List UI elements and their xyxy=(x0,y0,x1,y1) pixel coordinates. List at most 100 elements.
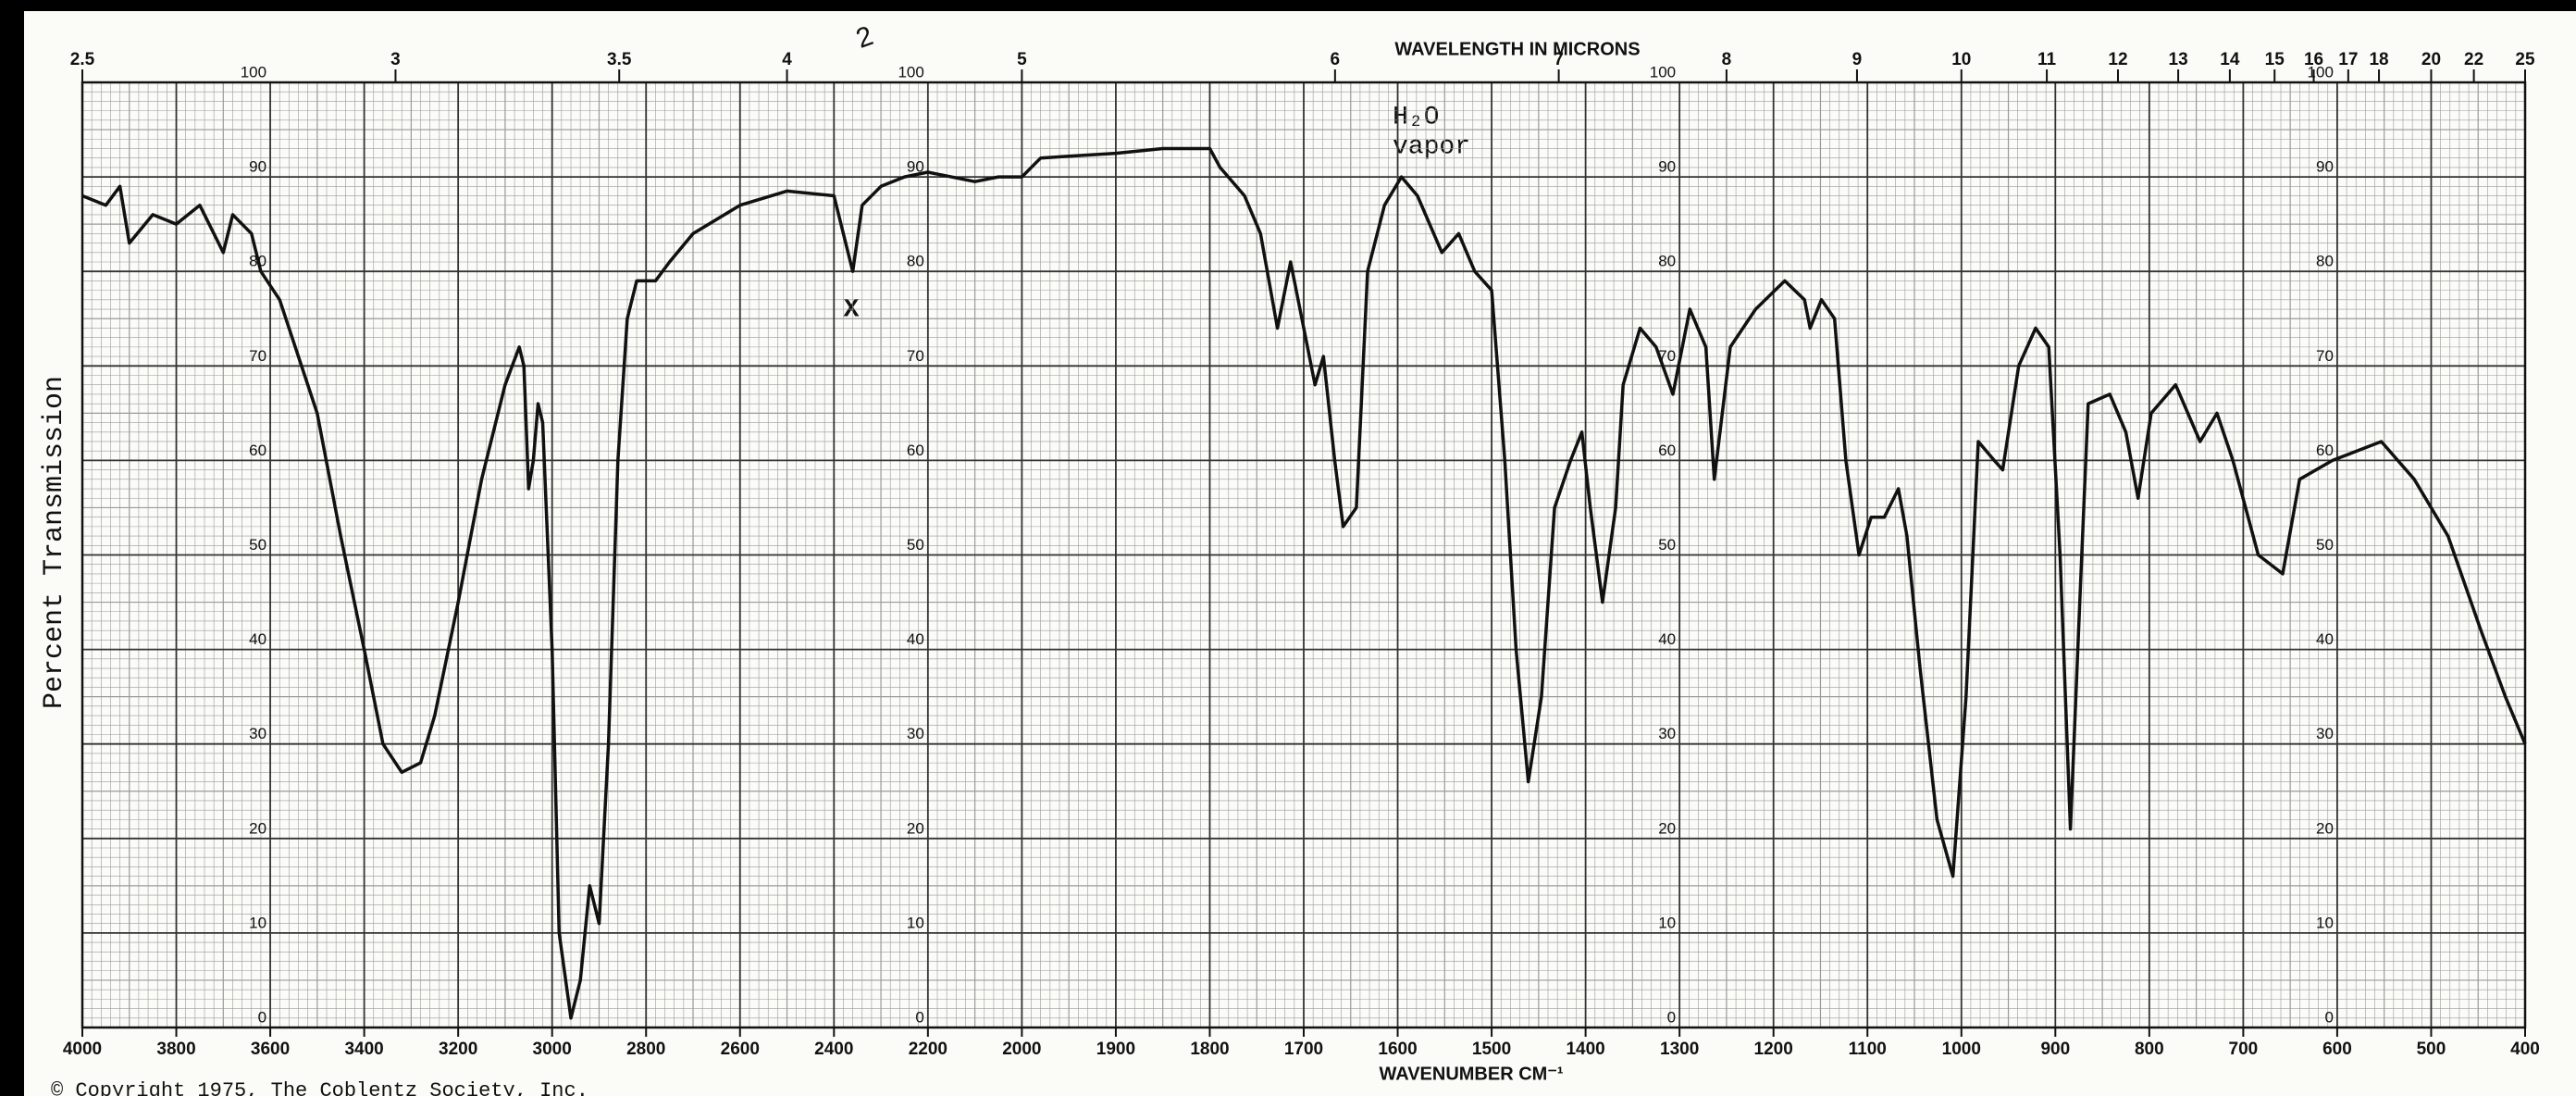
y-tick-label: 40 xyxy=(907,630,924,648)
y-tick-label: 30 xyxy=(907,725,924,742)
x-tick-label: 1000 xyxy=(1942,1040,1981,1059)
y-tick-label: 30 xyxy=(2316,725,2334,742)
annotation: vapor xyxy=(1393,132,1470,161)
x2-tick-label: 20 xyxy=(2421,50,2441,69)
x-tick-label: 1300 xyxy=(1660,1040,1699,1059)
x-tick-label: 1900 xyxy=(1096,1040,1135,1059)
x2-tick-label: 25 xyxy=(2515,50,2535,69)
y-tick-label: 60 xyxy=(907,442,924,459)
top-axis-title: WAVELENGTH IN MICRONS xyxy=(1394,39,1640,59)
x-tick-label: 700 xyxy=(2229,1040,2259,1059)
y-tick-label: 20 xyxy=(2316,819,2334,837)
x2-tick-label: 5 xyxy=(1017,50,1027,69)
x2-tick-label: 14 xyxy=(2220,50,2240,69)
x-tick-label: 1100 xyxy=(1849,1040,1887,1059)
x-tick-label: 3400 xyxy=(344,1040,383,1059)
x2-tick-label: 18 xyxy=(2369,50,2388,69)
y-tick-label: 10 xyxy=(249,914,266,931)
x2-tick-label: 6 xyxy=(1331,50,1341,69)
x-tick-label: 1400 xyxy=(1566,1040,1604,1059)
grid xyxy=(81,81,2526,1028)
y-tick-label: 60 xyxy=(249,442,266,459)
y-tick-label: 90 xyxy=(1658,158,1676,176)
x2-tick-label: 3 xyxy=(390,50,401,69)
x2-tick-label: 10 xyxy=(1951,50,1971,69)
x-tick-label: 3800 xyxy=(156,1040,195,1059)
y-tick-label: 0 xyxy=(258,1008,266,1026)
y-tick-label: 20 xyxy=(907,819,924,837)
y-tick-label: 70 xyxy=(2316,347,2334,365)
y-tick-label: 40 xyxy=(2316,630,2334,648)
plot-frame xyxy=(80,81,2527,1029)
x2-tick-label: 7 xyxy=(1554,50,1564,69)
y-tick-label: 90 xyxy=(907,158,924,176)
annotation: H₂O xyxy=(1393,103,1439,131)
y-tick-label: 70 xyxy=(1658,347,1676,365)
x2-tick-label: 13 xyxy=(2169,50,2188,69)
y-tick-label: 50 xyxy=(2316,536,2334,554)
x2-tick-label: 9 xyxy=(1852,50,1863,69)
x-tick-label: 2000 xyxy=(1002,1040,1041,1059)
x-tick-label: 500 xyxy=(2417,1040,2446,1059)
x-tick-label: 1800 xyxy=(1190,1040,1229,1059)
y-axis-title: Percent Transmission xyxy=(39,376,70,709)
x2-tick-label: 3.5 xyxy=(607,50,632,69)
paper xyxy=(24,11,2576,1096)
y-tick-label: 0 xyxy=(2324,1008,2333,1026)
x-tick-label: 600 xyxy=(2322,1040,2352,1059)
x-tick-label: 800 xyxy=(2135,1040,2164,1059)
y-tick-label: 10 xyxy=(2316,914,2334,931)
x-tick-label: 3600 xyxy=(251,1040,290,1059)
y-tick-label: 70 xyxy=(249,347,266,365)
x-tick-label: 2800 xyxy=(626,1040,665,1059)
y-tick-label: 90 xyxy=(249,158,266,176)
x-tick-label: 2400 xyxy=(814,1040,853,1059)
y-tick-label: 10 xyxy=(1658,914,1676,931)
x-tick-label: 1200 xyxy=(1754,1040,1793,1059)
y-tick-label: 40 xyxy=(1658,630,1676,648)
x-tick-label: 1700 xyxy=(1284,1040,1323,1059)
x-tick-label: 3200 xyxy=(439,1040,477,1059)
x-tick-label: 2600 xyxy=(721,1040,760,1059)
y-tick-label: 10 xyxy=(907,914,924,931)
y-tick-label: 50 xyxy=(249,536,266,554)
x2-tick-label: 2.5 xyxy=(70,50,95,69)
y-tick-label: 20 xyxy=(249,819,266,837)
y-tick-label: 60 xyxy=(2316,442,2334,459)
x-tick-label: 1600 xyxy=(1378,1040,1417,1059)
y-tick-label: 100 xyxy=(2308,63,2334,81)
y-tick-label: 20 xyxy=(1658,819,1676,837)
x2-tick-label: 15 xyxy=(2265,50,2285,69)
y-tick-label: 50 xyxy=(1658,536,1676,554)
y-tick-label: 0 xyxy=(915,1008,923,1026)
y-tick-label: 90 xyxy=(2316,158,2334,176)
y-tick-label: 30 xyxy=(249,725,266,742)
x2-tick-label: 11 xyxy=(2037,50,2057,69)
y-tick-label: 70 xyxy=(907,347,924,365)
y-tick-label: 100 xyxy=(241,63,266,81)
x2-tick-label: 16 xyxy=(2304,50,2323,69)
x-tick-label: 400 xyxy=(2510,1040,2540,1059)
y-tick-label: 50 xyxy=(907,536,924,554)
x2-tick-label: 8 xyxy=(1722,50,1732,69)
y-tick-label: 80 xyxy=(2316,253,2334,270)
x-tick-label: 900 xyxy=(2040,1040,2070,1059)
x-tick-label: 1500 xyxy=(1472,1040,1511,1059)
x2-tick-label: 22 xyxy=(2464,50,2483,69)
y-tick-label: 0 xyxy=(1667,1008,1676,1026)
x2-tick-label: 17 xyxy=(2338,50,2358,69)
y-tick-label: 80 xyxy=(1658,253,1676,270)
y-tick-label: 30 xyxy=(1658,725,1676,742)
y-tick-label: 80 xyxy=(907,253,924,270)
x-tick-label: 3000 xyxy=(533,1040,572,1059)
y-tick-label: 40 xyxy=(249,630,266,648)
annotation: X xyxy=(844,295,860,324)
x-tick-label: 2200 xyxy=(909,1040,947,1059)
x2-tick-label: 4 xyxy=(782,50,792,69)
x-tick-label: 4000 xyxy=(63,1040,102,1059)
y-tick-label: 100 xyxy=(1650,63,1676,81)
x-axis-title: WAVENUMBER CM⁻¹ xyxy=(1379,1064,1563,1084)
copyright: © Copyright 1975, The Coblentz Society, … xyxy=(51,1079,588,1096)
y-tick-label: 60 xyxy=(1658,442,1676,459)
